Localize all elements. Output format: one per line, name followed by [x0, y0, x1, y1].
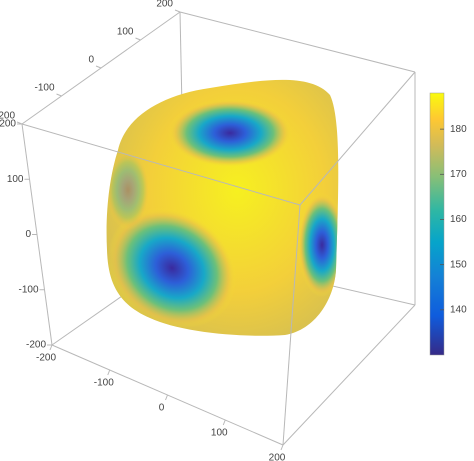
box-edge	[299, 71, 416, 206]
y-tick-label: 100	[117, 27, 134, 38]
box-edge	[179, 11, 416, 73]
z-tick-label: -100	[18, 284, 38, 295]
surface-spot	[106, 150, 150, 230]
y-tick	[135, 37, 141, 41]
y-tick	[174, 9, 181, 13]
surface-spot	[107, 207, 237, 329]
z-tick-label: 100	[7, 174, 24, 185]
x-tick-label: 0	[159, 403, 165, 414]
x-tick	[165, 394, 168, 401]
y-tick-label: 200	[156, 0, 173, 10]
colorbar-tick-label: 180	[450, 124, 467, 135]
colorbar	[429, 92, 445, 356]
z-tick-label: 0	[25, 229, 31, 240]
y-tick-label: -200	[0, 111, 15, 122]
x-tick-label: 200	[269, 453, 286, 461]
surface	[106, 79, 339, 336]
surface-spot	[168, 99, 292, 167]
x-tick	[107, 369, 111, 376]
colorbar-tick-label: 140	[450, 304, 467, 315]
colorbar-tick-label: 150	[450, 259, 467, 270]
x-tick	[49, 344, 53, 351]
y-tick-label: 0	[88, 55, 94, 66]
x-tick-label: 100	[211, 428, 228, 439]
y-tick-label: -100	[34, 83, 54, 94]
x-tick-label: -200	[36, 353, 56, 364]
box-edge	[282, 304, 416, 446]
x-tick	[280, 444, 284, 451]
y-tick	[95, 65, 102, 69]
z-tick-label: -200	[26, 340, 46, 351]
surface-spot	[298, 193, 339, 297]
z-tick-label: 200	[0, 119, 16, 130]
x-tick	[222, 419, 226, 426]
box-edge	[21, 123, 301, 206]
x-tick-label: -100	[94, 378, 114, 389]
y-tick	[56, 93, 62, 97]
colorbar-tick-label: 160	[450, 214, 467, 225]
box-edge	[282, 204, 301, 446]
plot-box-front: -200-1000100200-200-1000100200-200-10001…	[0, 0, 416, 461]
colorbar-tick-label: 170	[450, 169, 467, 180]
